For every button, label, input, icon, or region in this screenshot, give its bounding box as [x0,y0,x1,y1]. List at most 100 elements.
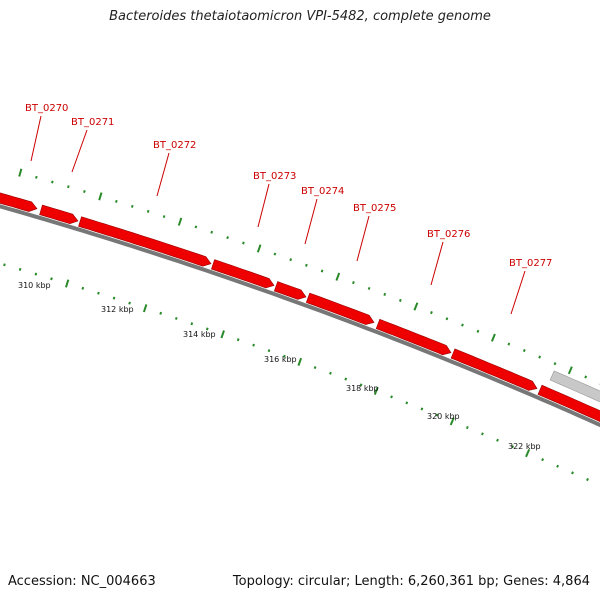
lower-tick-mark [586,478,589,482]
lower-tick-mark [65,279,70,288]
kbp-label: 310 kbp [18,281,51,290]
lower-tick-mark [190,322,194,326]
lower-tick-mark [541,458,545,462]
upper-tick-mark [130,204,134,208]
lower-tick-mark [390,395,393,399]
gene-label-BT_0271: BT_0271 [71,117,114,128]
lower-tick-mark [465,426,469,430]
gene-leader-line [510,270,526,315]
lower-tick-mark [142,304,148,313]
lower-tick-track [3,263,600,490]
upper-tick-mark [115,199,118,203]
lower-tick-mark [252,343,255,347]
lower-tick-mark [112,296,116,300]
lower-tick-mark [496,438,499,442]
kbp-label: 322 kbp [508,442,541,451]
upper-tick-track [18,168,600,385]
lower-tick-mark [435,413,439,417]
gene-leader-line [30,115,42,162]
gene-label-BT_0276: BT_0276 [427,229,470,240]
lower-tick-mark [128,301,131,305]
upper-tick-mark [522,349,526,353]
gene-label-BT_0270: BT_0270 [25,103,68,114]
kbp-label: 320 kbp [427,412,460,421]
lower-tick-mark [481,432,484,436]
upper-tick-mark [507,342,511,346]
upper-tick-mark [289,258,293,262]
lower-tick-mark [420,407,424,411]
kbp-label: 312 kbp [101,305,134,314]
lower-tick-mark [236,338,240,342]
lower-tick-mark [359,383,363,387]
gene-label-BT_0272: BT_0272 [153,140,196,151]
lower-tick-mark [344,377,348,381]
lower-tick-mark [556,464,560,468]
lower-tick-mark [205,327,209,331]
upper-tick-mark [398,298,402,302]
lower-tick-mark [373,386,379,395]
lower-tick-mark [525,449,531,458]
upper-tick-mark [256,244,262,253]
lower-tick-mark [511,445,515,449]
gene-arrow-BT_0274 [273,281,307,300]
lower-tick-mark [220,330,225,339]
gene-arrow-BT_0277 [450,348,538,391]
upper-tick-mark [367,286,371,290]
gene-leader-line [71,129,88,173]
lower-tick-mark [3,263,6,267]
genome-backbone-line [0,204,600,428]
gene-arrow-next [537,384,600,422]
lower-tick-mark [297,357,303,366]
upper-tick-mark [490,333,496,342]
upper-tick-mark [320,269,324,273]
upper-tick-mark [383,292,387,296]
lower-tick-mark [571,471,574,475]
gene-track [0,192,600,422]
lower-tick-mark [313,366,317,370]
lower-tick-mark [267,349,271,353]
lower-tick-mark [283,354,286,358]
upper-tick-mark [352,281,355,285]
upper-tick-mark [98,192,103,201]
gene-leader-line [156,152,170,197]
gene-arrow-BT_0270 [0,192,38,212]
upper-tick-mark [445,317,449,321]
upper-tick-mark [18,168,23,177]
gene-label-BT_0274: BT_0274 [301,186,344,197]
lower-tick-mark [174,316,178,320]
backbone-track [0,204,600,428]
gene-arrow-BT_0275 [305,292,375,325]
upper-tick-mark [83,189,86,194]
upper-tick-mark [413,302,419,311]
lower-tick-mark [159,311,163,315]
gene-label-BT_0273: BT_0273 [253,171,296,182]
gene-leader-line [257,183,270,228]
lower-tick-mark [97,291,100,295]
upper-tick-mark [273,252,277,256]
upper-tick-mark [567,366,573,375]
lower-tick-mark [449,417,455,426]
upper-tick-mark [67,185,70,189]
lower-tick-mark [329,371,332,375]
upper-tick-mark [162,215,166,219]
gene-arrow-other-strand [549,370,600,403]
upper-tick-mark [305,263,308,267]
upper-tick-mark [35,175,38,179]
upper-tick-mark [430,311,433,315]
upper-tick-mark [476,329,480,333]
lower-tick-mark [18,267,22,271]
kbp-label: 314 kbp [183,330,216,339]
genome-summary-text: Topology: circular; Length: 6,260,361 bp… [232,574,590,589]
kbp-label: 318 kbp [346,384,379,393]
accession-text: Accession: NC_004663 [8,574,156,589]
gene-arrow-BT_0272 [78,216,212,267]
gene-arrow-BT_0271 [39,204,79,225]
upper-tick-mark [146,209,150,213]
lower-tick-mark [405,401,409,405]
gene-arrow-BT_0276 [375,318,452,356]
lower-tick-mark [34,272,38,276]
upper-tick-mark [335,272,341,281]
gene-arrow-BT_0273 [211,259,275,289]
